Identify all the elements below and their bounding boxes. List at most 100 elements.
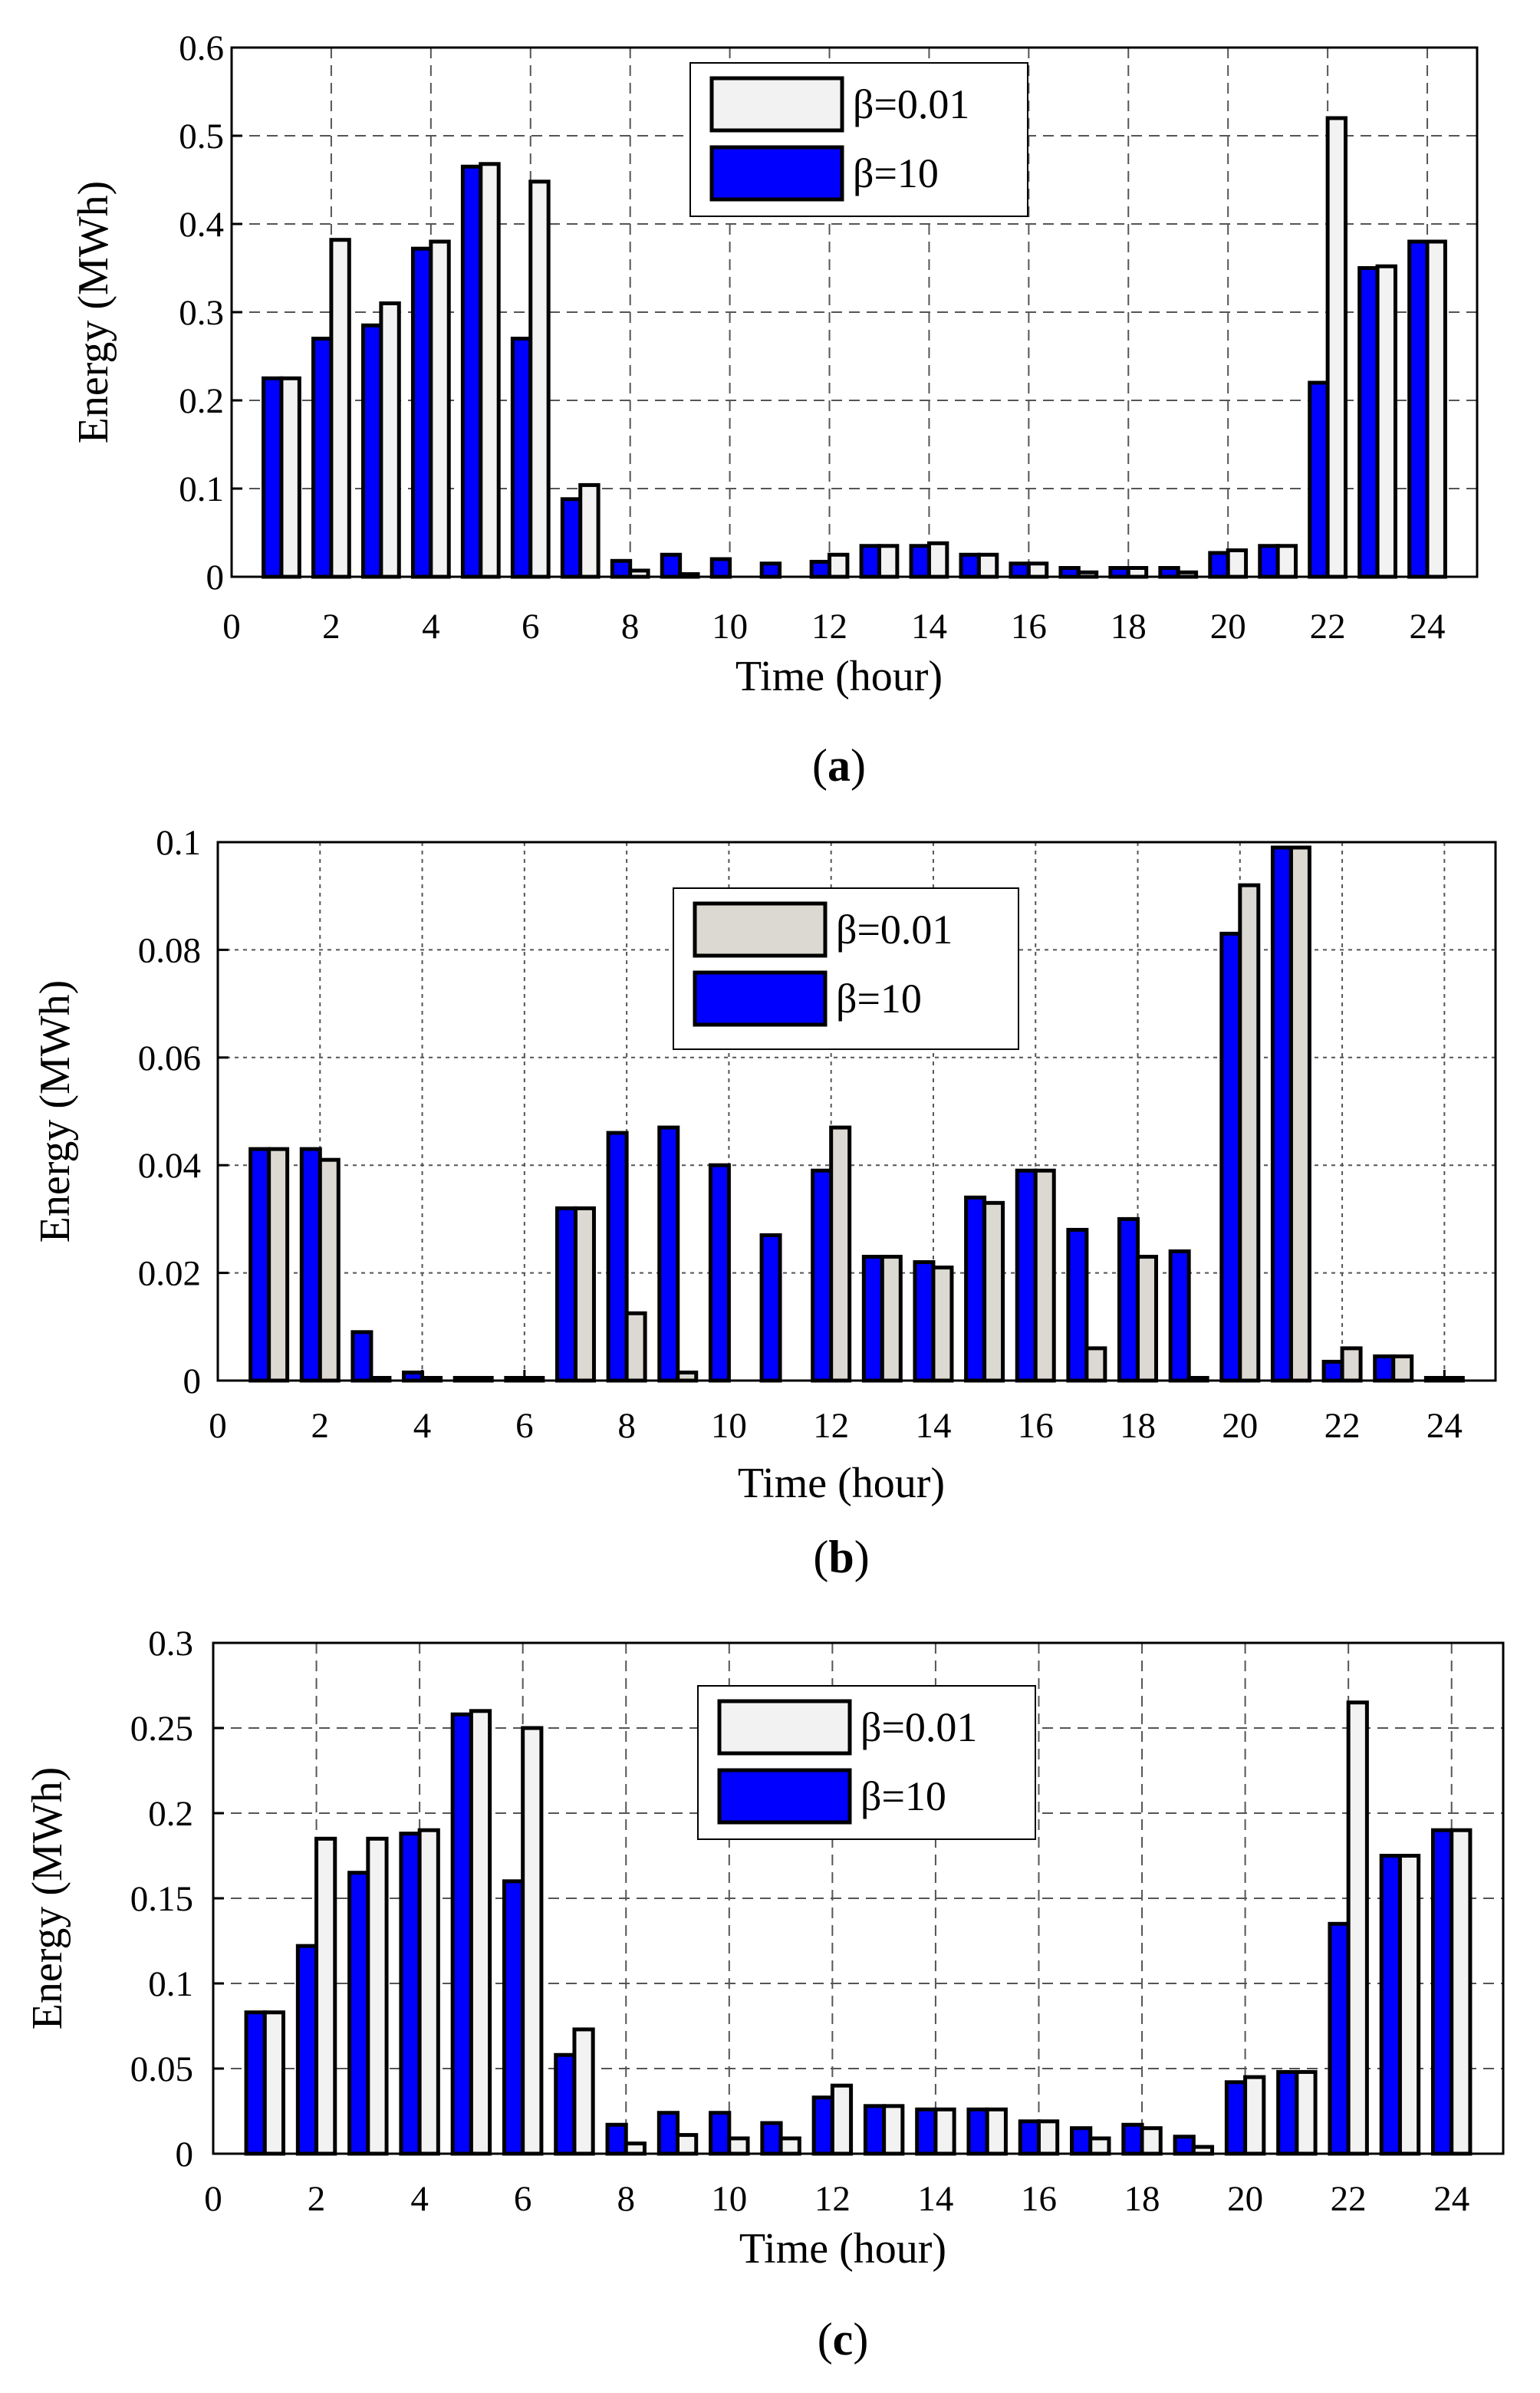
y-tick-label: 0.08 bbox=[138, 930, 201, 970]
bar-beta001-h12 bbox=[828, 552, 850, 579]
bar-beta10-h11 bbox=[759, 1233, 782, 1383]
bar-beta10-h16 bbox=[1009, 561, 1031, 579]
bar-beta10-h23 bbox=[1379, 1854, 1402, 2156]
bar-beta001-h17 bbox=[1084, 1346, 1107, 1383]
y-tick-label: 0.25 bbox=[130, 1709, 193, 1749]
legend-label-beta001: β=0.01 bbox=[860, 1704, 977, 1750]
bar-beta001-h13 bbox=[877, 544, 900, 579]
x-tick-label: 8 bbox=[621, 607, 640, 647]
y-axis-label: Energy (MWh) bbox=[31, 980, 79, 1243]
x-tick-label: 16 bbox=[1018, 1406, 1054, 1446]
bar-beta001-h5 bbox=[479, 162, 501, 579]
bar-beta10-h17 bbox=[1070, 2126, 1093, 2156]
bar-beta001-h9 bbox=[676, 2133, 699, 2156]
bar-beta001-h3 bbox=[366, 1836, 389, 2156]
y-tick-label: 0 bbox=[206, 558, 225, 597]
bar-beta001-h2 bbox=[329, 238, 351, 579]
x-axis-label: Time (hour) bbox=[738, 1460, 945, 1507]
bar-beta10-h20 bbox=[1219, 931, 1242, 1383]
bar-beta10-h19 bbox=[1158, 566, 1180, 579]
x-tick-label: 24 bbox=[1426, 1406, 1463, 1446]
bar-beta001-h20 bbox=[1226, 548, 1249, 579]
bar-beta10-h5 bbox=[450, 1712, 473, 2156]
legend-label-beta10: β=10 bbox=[836, 976, 922, 1022]
bar-beta10-h11 bbox=[759, 561, 782, 579]
y-tick-label: 0.2 bbox=[179, 381, 224, 421]
bar-beta001-h20 bbox=[1238, 883, 1261, 1383]
bar-beta10-h17 bbox=[1058, 566, 1081, 579]
chart-b: 0 2 4 6 8 10 12 14 16 18 20 22 2400.020.040.060.080.… bbox=[31, 823, 1497, 1582]
y-tick-label: 0.1 bbox=[148, 1964, 193, 2004]
bar-beta001-h11 bbox=[778, 2136, 801, 2156]
bar-beta001-h12 bbox=[830, 2083, 854, 2156]
x-tick-label: 10 bbox=[711, 2179, 747, 2219]
x-tick-label: 14 bbox=[917, 2179, 953, 2219]
x-tick-label: 24 bbox=[1410, 607, 1446, 647]
bar-beta001-h7 bbox=[573, 1206, 596, 1383]
bar-beta10-h13 bbox=[863, 2104, 887, 2156]
bar-beta001-h4 bbox=[417, 1828, 440, 2156]
bar-beta10-h10 bbox=[709, 557, 732, 579]
bar-beta10-h20 bbox=[1224, 2080, 1248, 2156]
bar-beta10-h12 bbox=[811, 2095, 834, 2156]
legend-swatch-beta001 bbox=[709, 76, 844, 133]
x-tick-label: 20 bbox=[1210, 607, 1246, 647]
bar-beta001-h16 bbox=[1033, 1168, 1056, 1383]
bar-beta001-h14 bbox=[933, 2107, 956, 2156]
bar-beta10-h12 bbox=[811, 1168, 834, 1383]
bar-beta10-h7 bbox=[554, 1206, 578, 1383]
y-tick-label: 0.4 bbox=[179, 205, 224, 245]
y-tick-label: 0.1 bbox=[156, 823, 201, 863]
bar-beta10-h21 bbox=[1276, 2069, 1299, 2156]
bar-beta10-h13 bbox=[859, 544, 881, 579]
bar-beta001-h22 bbox=[1346, 1700, 1369, 2156]
bar-beta10-h7 bbox=[554, 2052, 577, 2156]
bar-beta10-h23 bbox=[1357, 266, 1380, 579]
bar-beta001-h21 bbox=[1288, 845, 1311, 1383]
panel-caption: (c) bbox=[818, 2314, 869, 2365]
bar-beta001-h2 bbox=[318, 1157, 341, 1383]
bar-beta001-h18 bbox=[1136, 1255, 1159, 1383]
bar-beta001-h24 bbox=[1450, 1828, 1473, 2156]
bar-beta10-h6 bbox=[510, 337, 533, 579]
bar-beta10-h19 bbox=[1168, 1249, 1191, 1383]
bar-beta001-h4 bbox=[429, 239, 451, 579]
x-tick-label: 22 bbox=[1324, 1406, 1361, 1446]
x-tick-label: 14 bbox=[915, 1406, 951, 1446]
bar-beta001-h13 bbox=[880, 1255, 903, 1383]
x-tick-label: 10 bbox=[712, 607, 748, 647]
bar-beta001-h3 bbox=[379, 301, 401, 579]
legend-swatch-beta10 bbox=[717, 1768, 852, 1825]
legend-label-beta10: β=10 bbox=[853, 150, 939, 196]
panel-caption: (b) bbox=[813, 1532, 869, 1582]
x-axis-label: Time (hour) bbox=[739, 2225, 946, 2273]
bar-beta001-h2 bbox=[314, 1836, 337, 2156]
bar-beta001-h24 bbox=[1425, 239, 1447, 579]
bar-beta001-h1 bbox=[279, 376, 301, 579]
legend-swatch-beta10 bbox=[693, 970, 828, 1027]
x-tick-label: 14 bbox=[911, 607, 947, 647]
bar-beta001-h15 bbox=[982, 1200, 1005, 1383]
bar-beta10-h18 bbox=[1117, 1216, 1140, 1383]
y-tick-label: 0 bbox=[183, 1361, 202, 1401]
x-tick-label: 4 bbox=[410, 2179, 429, 2219]
legend-label-beta001: β=0.01 bbox=[853, 81, 969, 127]
bar-beta10-h24 bbox=[1430, 1828, 1454, 2156]
bar-beta10-h22 bbox=[1321, 1359, 1344, 1383]
x-tick-label: 12 bbox=[813, 1406, 849, 1446]
bar-beta10-h8 bbox=[610, 558, 633, 579]
bar-beta10-h1 bbox=[244, 2010, 267, 2156]
bar-beta001-h9 bbox=[676, 1370, 699, 1383]
bar-beta001-h17 bbox=[1088, 2136, 1111, 2156]
x-tick-label: 24 bbox=[1433, 2179, 1469, 2219]
y-tick-label: 0.02 bbox=[138, 1254, 201, 1294]
x-tick-label: 2 bbox=[322, 607, 341, 647]
y-tick-label: 0.1 bbox=[179, 469, 224, 509]
bar-beta001-h13 bbox=[882, 2104, 905, 2156]
bars bbox=[248, 845, 1465, 1383]
bar-beta001-h23 bbox=[1391, 1354, 1414, 1383]
bar-beta10-h3 bbox=[360, 323, 383, 579]
legend-label-beta001: β=0.01 bbox=[836, 907, 953, 953]
bar-beta10-h5 bbox=[460, 164, 483, 579]
y-tick-label: 0.15 bbox=[130, 1879, 193, 1919]
